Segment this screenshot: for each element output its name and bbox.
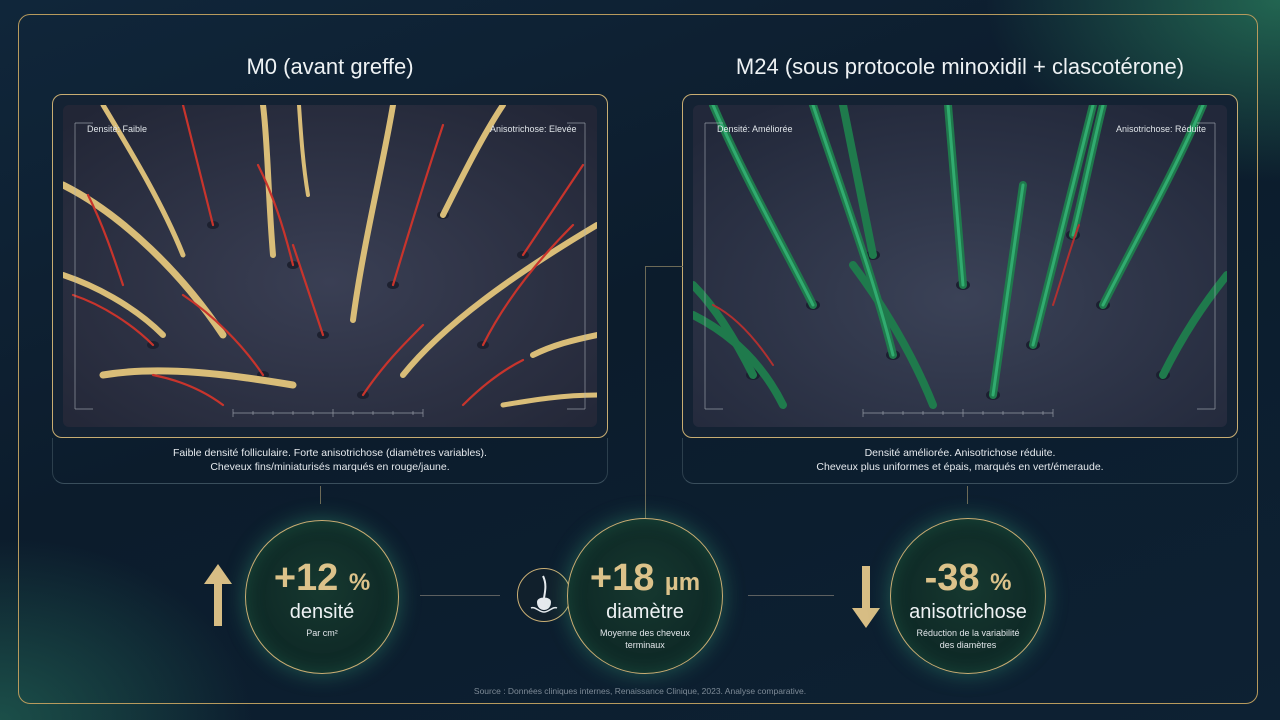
left-density-tag: Densité: Faible xyxy=(87,124,148,134)
metric-density-circle: +12 % densité Par cm² xyxy=(245,520,399,674)
metric-diameter-label: diamètre xyxy=(606,601,684,623)
metric-diameter-sub-line2: terminaux xyxy=(625,640,665,650)
arrow-down-icon xyxy=(852,566,880,628)
metric-aniso-value-wrap: -38 % xyxy=(891,557,1045,600)
metric-anisotrichosis-circle: -38 % anisotrichose Réduction de la vari… xyxy=(890,518,1046,674)
metric-density-label: densité xyxy=(289,601,355,623)
right-density-tag: Densité: Améliorée xyxy=(717,124,793,134)
scalp-image-m0 xyxy=(63,105,597,427)
connector-center-horizontal xyxy=(645,266,683,267)
metric-aniso-label: anisotrichose xyxy=(909,601,1027,623)
metric-diameter-circle: +18 µm diamètre Moyenne des cheveux term… xyxy=(567,518,723,674)
right-caption-line1: Densité améliorée. Anisotrichose réduite… xyxy=(864,447,1056,459)
scalp-image-m24 xyxy=(693,105,1227,427)
left-caption-line2: Cheveux fins/miniaturisés marqués en rou… xyxy=(210,461,450,473)
right-anisotrichosis-tag: Anisotrichose: Réduite xyxy=(1116,124,1207,134)
arrow-up-icon xyxy=(204,564,232,626)
outer-frame xyxy=(18,14,1258,704)
left-scalp-image-card xyxy=(52,94,608,438)
metric-diameter-value-wrap: +18 µm xyxy=(568,557,722,600)
metric-diameter-unit: µm xyxy=(664,569,701,596)
metric-density-value-wrap: +12 % xyxy=(246,557,398,600)
divider-line-right xyxy=(748,595,834,596)
connector-right xyxy=(967,486,968,504)
metric-density-unit: % xyxy=(348,569,371,596)
connector-center-vertical xyxy=(645,266,646,518)
right-scalp-image-card xyxy=(682,94,1238,438)
right-caption: Densité améliorée. Anisotrichose réduite… xyxy=(682,438,1238,484)
metric-diameter-sub: Moyenne des cheveux terminaux xyxy=(568,627,722,651)
hair-follicle-icon xyxy=(517,568,571,622)
left-caption-line1: Faible densité folliculaire. Forte aniso… xyxy=(173,447,487,459)
divider-line-left xyxy=(420,595,500,596)
metric-aniso-sub-line2: des diamètres xyxy=(939,640,997,650)
metric-aniso-unit: % xyxy=(990,569,1012,596)
metric-aniso-sub: Réduction de la variabilité des diamètre… xyxy=(891,627,1045,651)
left-anisotrichosis-tag: Anisotrichose: Elevée xyxy=(490,124,577,134)
left-panel-title: M0 (avant greffe) xyxy=(246,54,414,79)
right-caption-line2: Cheveux plus uniformes et épais, marqués… xyxy=(816,461,1104,473)
metric-diameter-value: +18 xyxy=(589,557,655,599)
metric-diameter-sub-line1: Moyenne des cheveux xyxy=(599,628,691,638)
metric-density-value: +12 xyxy=(273,557,339,599)
metric-aniso-sub-line1: Réduction de la variabilité xyxy=(916,628,1020,638)
connector-left xyxy=(320,486,321,504)
right-panel-title: M24 (sous protocole minoxidil + clascoté… xyxy=(735,54,1185,79)
metric-aniso-value: -38 xyxy=(924,557,980,599)
source-note: Source : Données cliniques internes, Ren… xyxy=(473,686,807,696)
metric-density-sub: Par cm² xyxy=(306,628,338,638)
left-caption: Faible densité folliculaire. Forte aniso… xyxy=(52,438,608,484)
